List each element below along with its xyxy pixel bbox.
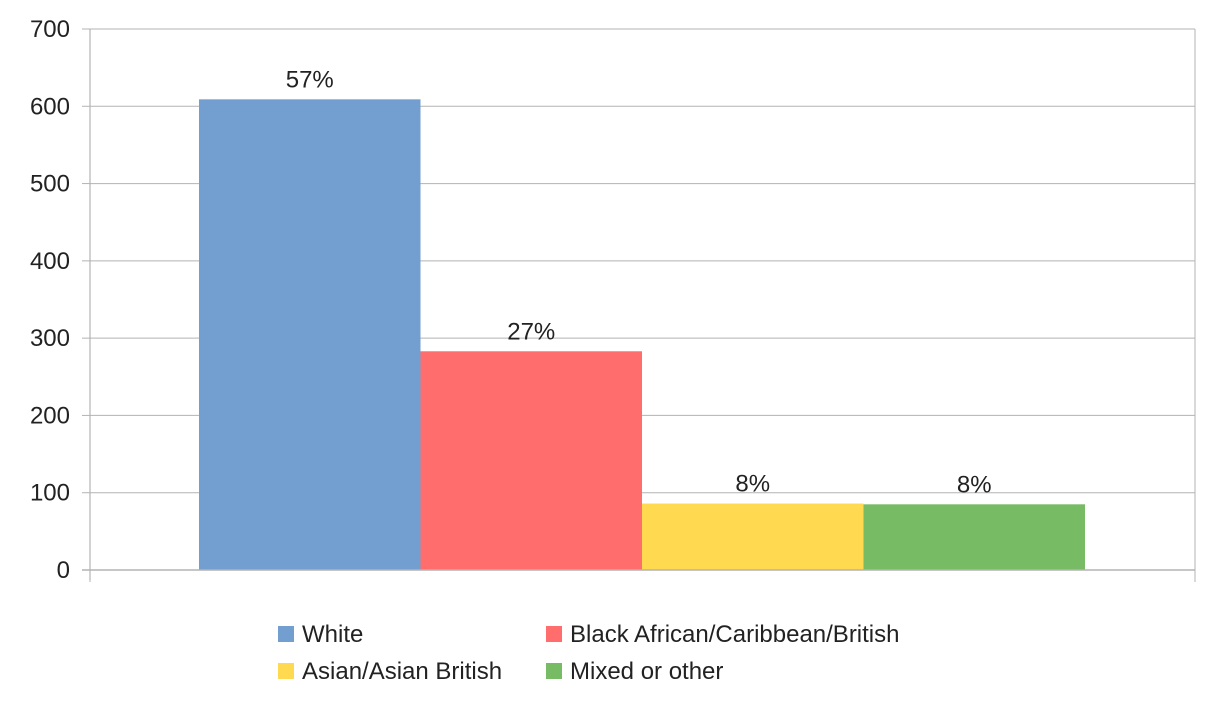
legend-swatch-0 bbox=[278, 626, 294, 642]
axes: 0 100 200 300 400 500 600 700 bbox=[30, 16, 1196, 584]
legend-label-1: Black African/Caribbean/British bbox=[570, 621, 899, 648]
bar-3 bbox=[863, 504, 1085, 570]
bar-2 bbox=[642, 503, 864, 570]
data-label-0: 57% bbox=[286, 66, 334, 93]
bars bbox=[199, 99, 1085, 570]
legend-swatch-2 bbox=[278, 663, 294, 679]
data-label-1: 27% bbox=[507, 318, 555, 345]
legend-swatch-3 bbox=[546, 663, 562, 679]
legend-swatch-1 bbox=[546, 626, 562, 642]
y-tick-label: 500 bbox=[30, 171, 70, 198]
data-labels: 57% 27% 8% 8% bbox=[286, 66, 992, 498]
data-label-2: 8% bbox=[735, 471, 770, 498]
y-tick-label: 400 bbox=[30, 248, 70, 275]
legend-label-0: White bbox=[302, 621, 363, 648]
y-tick-label: 300 bbox=[30, 325, 70, 352]
data-label-3: 8% bbox=[957, 471, 992, 498]
y-tick-label: 200 bbox=[30, 402, 70, 429]
y-tick-label: 100 bbox=[30, 480, 70, 507]
y-tick-label: 600 bbox=[30, 93, 70, 120]
bar-0 bbox=[199, 99, 421, 570]
legend-label-3: Mixed or other bbox=[570, 658, 723, 685]
bar-1 bbox=[420, 351, 642, 570]
legend-label-2: Asian/Asian British bbox=[302, 658, 502, 685]
y-tick-label: 0 bbox=[57, 557, 70, 584]
legend: White Black African/Caribbean/British Asia… bbox=[278, 621, 899, 685]
y-tick-label: 700 bbox=[30, 16, 70, 43]
